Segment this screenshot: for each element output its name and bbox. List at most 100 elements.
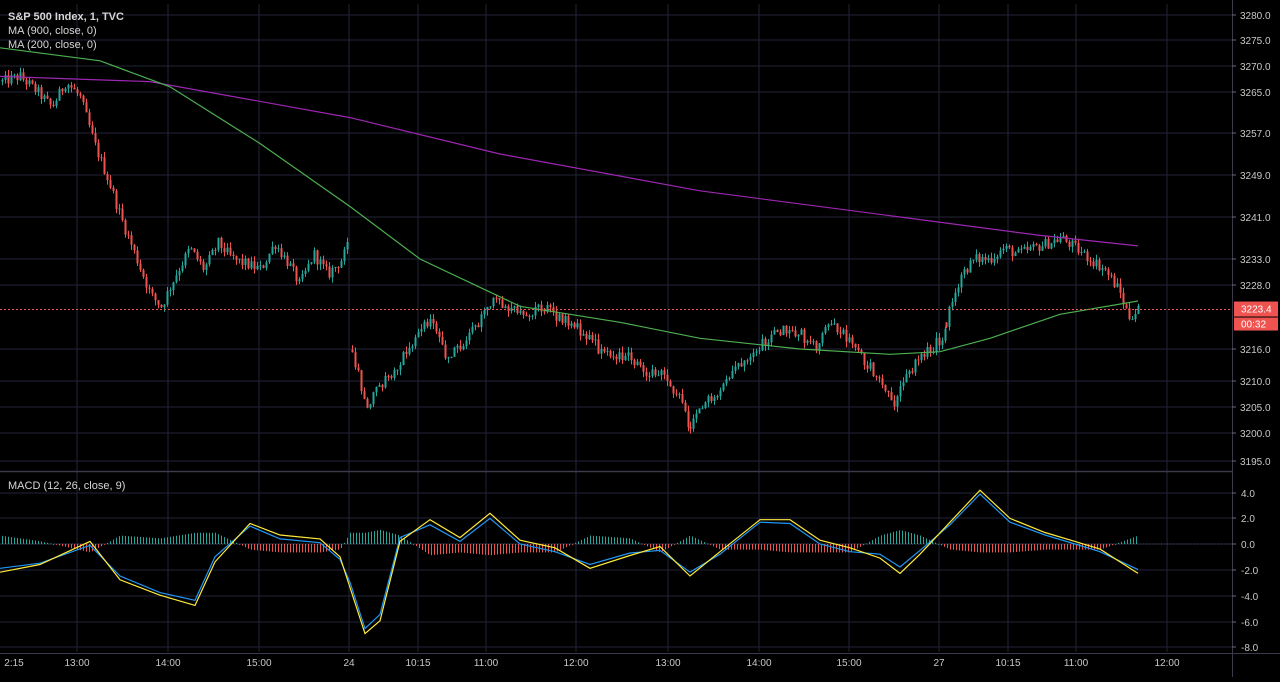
macd-histogram-bar [365,532,366,544]
macd-histogram-bar [866,543,867,545]
price-tick-label: 3265.0 [1240,88,1271,99]
macd-histogram-bar [626,538,627,544]
macd-histogram-bar [932,541,933,544]
macd-histogram-bar [470,544,471,554]
macd-histogram-bar [1121,541,1122,544]
signal-line[interactable] [0,489,1139,635]
candle-body [250,261,253,269]
candle-body [280,248,283,258]
candle-body [271,246,274,254]
macd-histogram-bar [926,538,927,544]
candle-body [474,325,477,327]
macd-legend[interactable]: MACD (12, 26, close, 9) [8,480,126,492]
macd-histogram-bar [353,532,354,544]
macd-histogram-bar [473,544,474,554]
macd-histogram-bar [386,531,387,544]
macd-histogram-bar [551,544,552,553]
macd-histogram-bar [761,544,762,550]
candle-body [636,361,639,366]
symbol-legend[interactable]: S&P 500 Index, 1, TVC [8,11,124,23]
macd-histogram-bar [1004,544,1005,553]
candle-body [639,361,642,366]
macd-histogram-bar [992,544,993,553]
ma200-line[interactable] [0,47,1139,355]
candle-body [154,293,157,301]
macd-histogram-bar [230,539,231,544]
candle-body [58,88,61,101]
macd-histogram-bar [959,544,960,551]
candle-body [890,392,893,401]
candle-body [82,95,85,103]
candle-body [124,220,127,235]
candle-body [1104,268,1107,270]
ma900-line[interactable] [0,75,1139,247]
candle-body [274,246,277,250]
macd-histogram-bar [173,536,174,544]
price-badge: 3223.4 00:32 [1234,301,1278,331]
candle-body [417,331,420,338]
macd-histogram-bar [128,536,129,544]
macd-histogram-bar [644,544,645,545]
candle-body [633,360,636,366]
macd-histogram-bar [737,544,738,550]
candle-body [244,258,247,266]
macd-histogram-bar [854,544,855,551]
macd-histogram-bar [248,544,249,549]
macd-histogram-bar [497,544,498,555]
candle-body [97,142,100,158]
macd-histogram-bar [998,544,999,553]
macd-histogram-bar [524,544,525,553]
candle-body [256,265,259,270]
candle-body [654,369,657,376]
candle-body [561,313,564,323]
candle-body [22,72,25,80]
macd-histogram-bar [179,535,180,544]
candle-body [52,104,55,106]
candle-body [597,339,600,354]
candle-body [698,408,701,414]
macd-histogram-bar [1049,544,1050,550]
macd-histogram-bar [845,544,846,553]
candle-body [642,365,645,372]
candle-body [701,408,704,410]
macd-histogram-bar [503,544,504,555]
macd-histogram-bar [203,532,204,544]
candle-body [851,337,854,344]
macd-histogram-bar [446,544,447,554]
candle-body [423,321,426,330]
macd-histogram-bar [860,544,861,547]
candle-body [450,356,453,358]
candle-body [1089,261,1092,263]
macd-histogram-bar [518,544,519,553]
candle-body [540,304,543,312]
candle-body [525,314,528,317]
candle-body [1077,242,1080,253]
candle-body [199,259,202,262]
macd-histogram-bar [209,532,210,544]
candle-body [304,270,307,274]
macd-histogram-bar [65,544,66,547]
macd-histogram-bar [290,544,291,553]
candle-body [378,385,381,387]
candle-body [585,333,588,340]
macd-histogram-bar [935,542,936,544]
macd-histogram-bar [530,544,531,553]
macd-line[interactable] [0,493,1139,630]
candle-body [363,391,366,399]
macd-histogram-bar [569,544,570,546]
candle-body [609,350,612,357]
candle-body [990,257,993,263]
candle-body [773,329,776,335]
macd-histogram-bar [977,544,978,553]
macd-histogram-bar [245,544,246,548]
ma200-legend[interactable]: MA (200, close, 0) [8,39,97,51]
ma900-legend[interactable]: MA (900, close, 0) [8,25,97,37]
candle-body [713,397,716,401]
macd-histogram-bar [986,544,987,553]
candle-body [381,385,384,388]
macd-histogram-bar [794,544,795,553]
macd-histogram-bar [638,542,639,544]
candle-body [770,334,773,343]
